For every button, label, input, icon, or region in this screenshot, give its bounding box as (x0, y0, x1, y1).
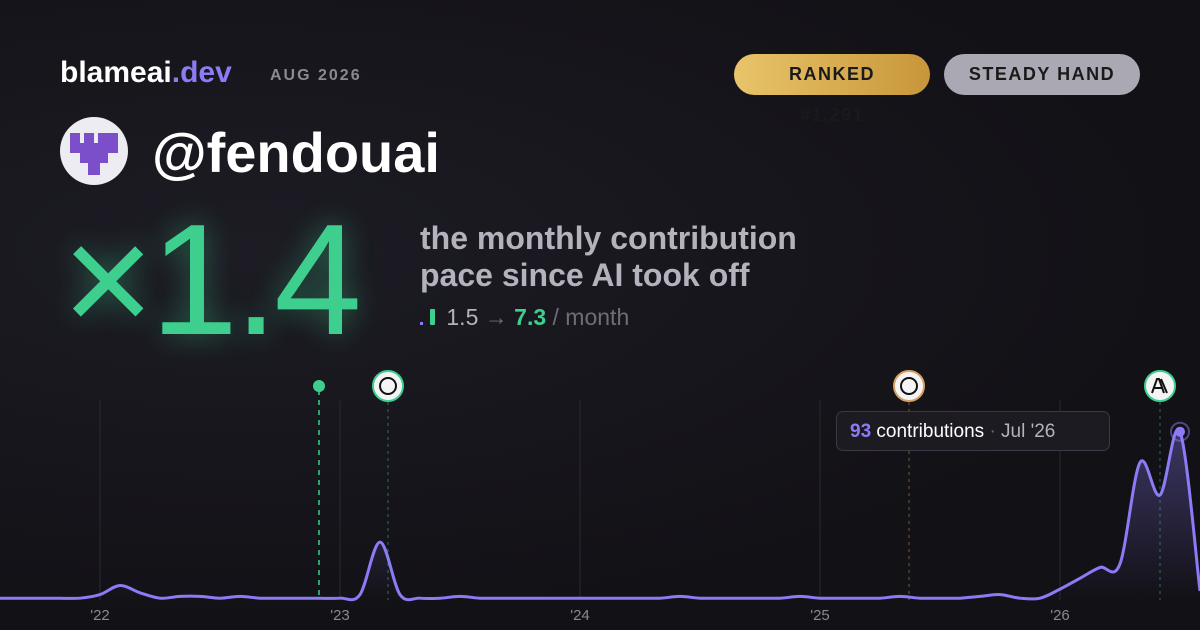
x-tick-label: '23 (330, 607, 350, 624)
multiplier: ×1.4 (62, 192, 362, 368)
tooltip-sep: · (989, 421, 996, 442)
tooltip-label: contributions (876, 421, 985, 442)
description: pace since AI took off (420, 257, 750, 293)
date: AUG 2026 (270, 67, 362, 84)
brand-name: blameai (60, 56, 172, 89)
tooltip-date: Jul '26 (1001, 421, 1056, 442)
style-badge: STEADY HAND (944, 54, 1140, 95)
stats: 1.5 → 7.3 / month (420, 304, 629, 331)
brand: blameai.dev (60, 56, 232, 90)
description: the monthly contribution (420, 220, 797, 256)
tooltip-value: 93 (850, 421, 872, 442)
x-tick-label: '25 (810, 607, 830, 624)
peak-halo (1170, 421, 1190, 442)
arrow: → (484, 304, 508, 330)
line (0, 427, 1200, 602)
x-tick-label: '24 (570, 607, 590, 624)
handle: @fendouai (152, 121, 440, 184)
x-tick-label: '22 (90, 607, 110, 624)
peak-point (1175, 426, 1185, 437)
after: 7.3 (514, 304, 547, 330)
tooltip: 93 contributions · Jul '26 (836, 411, 1110, 451)
avatar-art (70, 133, 118, 175)
brand-tld: .dev (171, 56, 232, 89)
before: 1.5 (446, 304, 479, 330)
area (0, 429, 1200, 600)
event-markers (313, 370, 1176, 600)
stats-icon (420, 309, 435, 325)
x-tick-label: '26 (1050, 607, 1070, 624)
unit: / month (552, 304, 630, 330)
rank-badge: RANKED #1,291 (734, 54, 930, 125)
avatar (60, 117, 128, 185)
